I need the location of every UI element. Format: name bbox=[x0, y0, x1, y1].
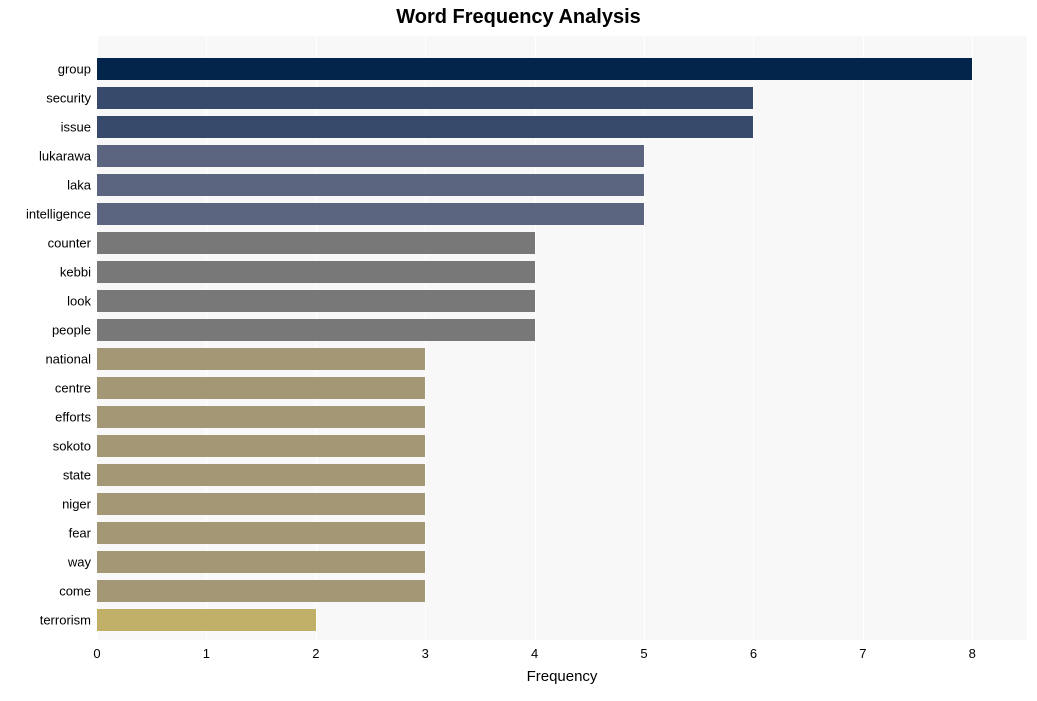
bar bbox=[97, 609, 316, 631]
bar bbox=[97, 377, 425, 399]
bar bbox=[97, 58, 972, 80]
y-tick-label: intelligence bbox=[0, 207, 91, 222]
bar bbox=[97, 348, 425, 370]
y-tick-label: state bbox=[0, 468, 91, 483]
plot-area bbox=[97, 36, 1027, 640]
y-tick-label: niger bbox=[0, 497, 91, 512]
y-tick-label: security bbox=[0, 91, 91, 106]
y-tick-label: terrorism bbox=[0, 613, 91, 628]
y-tick-label: kebbi bbox=[0, 265, 91, 280]
y-tick-label: sokoto bbox=[0, 439, 91, 454]
bar bbox=[97, 116, 753, 138]
x-tick-label: 7 bbox=[859, 646, 866, 661]
bar bbox=[97, 464, 425, 486]
y-tick-label: national bbox=[0, 352, 91, 367]
y-tick-label: centre bbox=[0, 381, 91, 396]
y-tick-label: group bbox=[0, 62, 91, 77]
x-tick-label: 8 bbox=[969, 646, 976, 661]
bar bbox=[97, 580, 425, 602]
x-tick-label: 6 bbox=[750, 646, 757, 661]
bar bbox=[97, 290, 535, 312]
y-tick-label: issue bbox=[0, 120, 91, 135]
bar bbox=[97, 145, 644, 167]
bar bbox=[97, 522, 425, 544]
x-tick-label: 2 bbox=[312, 646, 319, 661]
bar bbox=[97, 493, 425, 515]
x-tick-label: 0 bbox=[93, 646, 100, 661]
x-axis-title: Frequency bbox=[97, 668, 1027, 685]
x-tick-label: 5 bbox=[640, 646, 647, 661]
y-tick-label: come bbox=[0, 584, 91, 599]
y-tick-label: lukarawa bbox=[0, 149, 91, 164]
y-tick-label: people bbox=[0, 323, 91, 338]
y-tick-label: fear bbox=[0, 526, 91, 541]
bar bbox=[97, 435, 425, 457]
bar bbox=[97, 232, 535, 254]
chart-container: Word Frequency Analysis group security iss… bbox=[0, 0, 1037, 701]
gridline bbox=[972, 36, 973, 640]
y-tick-label: counter bbox=[0, 236, 91, 251]
y-tick-label: laka bbox=[0, 178, 91, 193]
x-tick-label: 3 bbox=[422, 646, 429, 661]
chart-title: Word Frequency Analysis bbox=[0, 6, 1037, 29]
x-tick-label: 4 bbox=[531, 646, 538, 661]
bar bbox=[97, 87, 753, 109]
bar bbox=[97, 551, 425, 573]
gridline bbox=[753, 36, 754, 640]
bar bbox=[97, 406, 425, 428]
bar bbox=[97, 174, 644, 196]
bar bbox=[97, 261, 535, 283]
gridline bbox=[863, 36, 864, 640]
y-tick-label: way bbox=[0, 555, 91, 570]
bar bbox=[97, 203, 644, 225]
y-tick-label: look bbox=[0, 294, 91, 309]
y-tick-label: efforts bbox=[0, 410, 91, 425]
x-tick-label: 1 bbox=[203, 646, 210, 661]
bar bbox=[97, 319, 535, 341]
